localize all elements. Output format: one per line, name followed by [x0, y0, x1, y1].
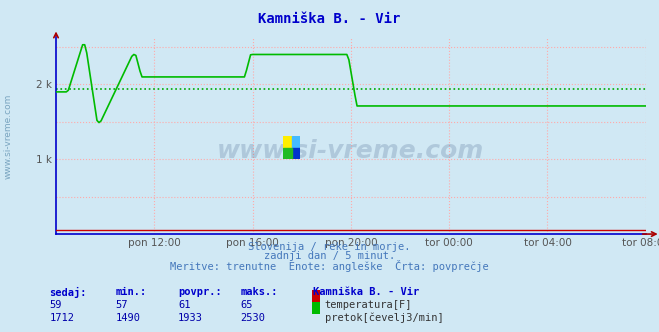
Text: Slovenija / reke in morje.: Slovenija / reke in morje. — [248, 242, 411, 252]
Text: 1712: 1712 — [49, 313, 74, 323]
Text: www.si-vreme.com: www.si-vreme.com — [217, 139, 484, 163]
Text: 57: 57 — [115, 300, 128, 310]
Text: www.si-vreme.com: www.si-vreme.com — [3, 93, 13, 179]
Bar — [292, 136, 300, 148]
Text: min.:: min.: — [115, 287, 146, 297]
Text: povpr.:: povpr.: — [178, 287, 221, 297]
Text: 1490: 1490 — [115, 313, 140, 323]
Text: Kamniška B. - Vir: Kamniška B. - Vir — [258, 12, 401, 26]
Bar — [283, 136, 292, 148]
Text: 2530: 2530 — [241, 313, 266, 323]
Bar — [283, 148, 292, 159]
Text: pretok[čevelj3/min]: pretok[čevelj3/min] — [325, 313, 444, 323]
Text: 1933: 1933 — [178, 313, 203, 323]
Text: 61: 61 — [178, 300, 190, 310]
Text: temperatura[F]: temperatura[F] — [325, 300, 413, 310]
Bar — [292, 148, 300, 159]
Text: 59: 59 — [49, 300, 62, 310]
Text: 65: 65 — [241, 300, 253, 310]
Text: sedaj:: sedaj: — [49, 287, 87, 298]
Text: maks.:: maks.: — [241, 287, 278, 297]
Text: Meritve: trenutne  Enote: angleške  Črta: povprečje: Meritve: trenutne Enote: angleške Črta: … — [170, 260, 489, 272]
Text: Kamniška B. - Vir: Kamniška B. - Vir — [313, 287, 419, 297]
Text: zadnji dan / 5 minut.: zadnji dan / 5 minut. — [264, 251, 395, 261]
